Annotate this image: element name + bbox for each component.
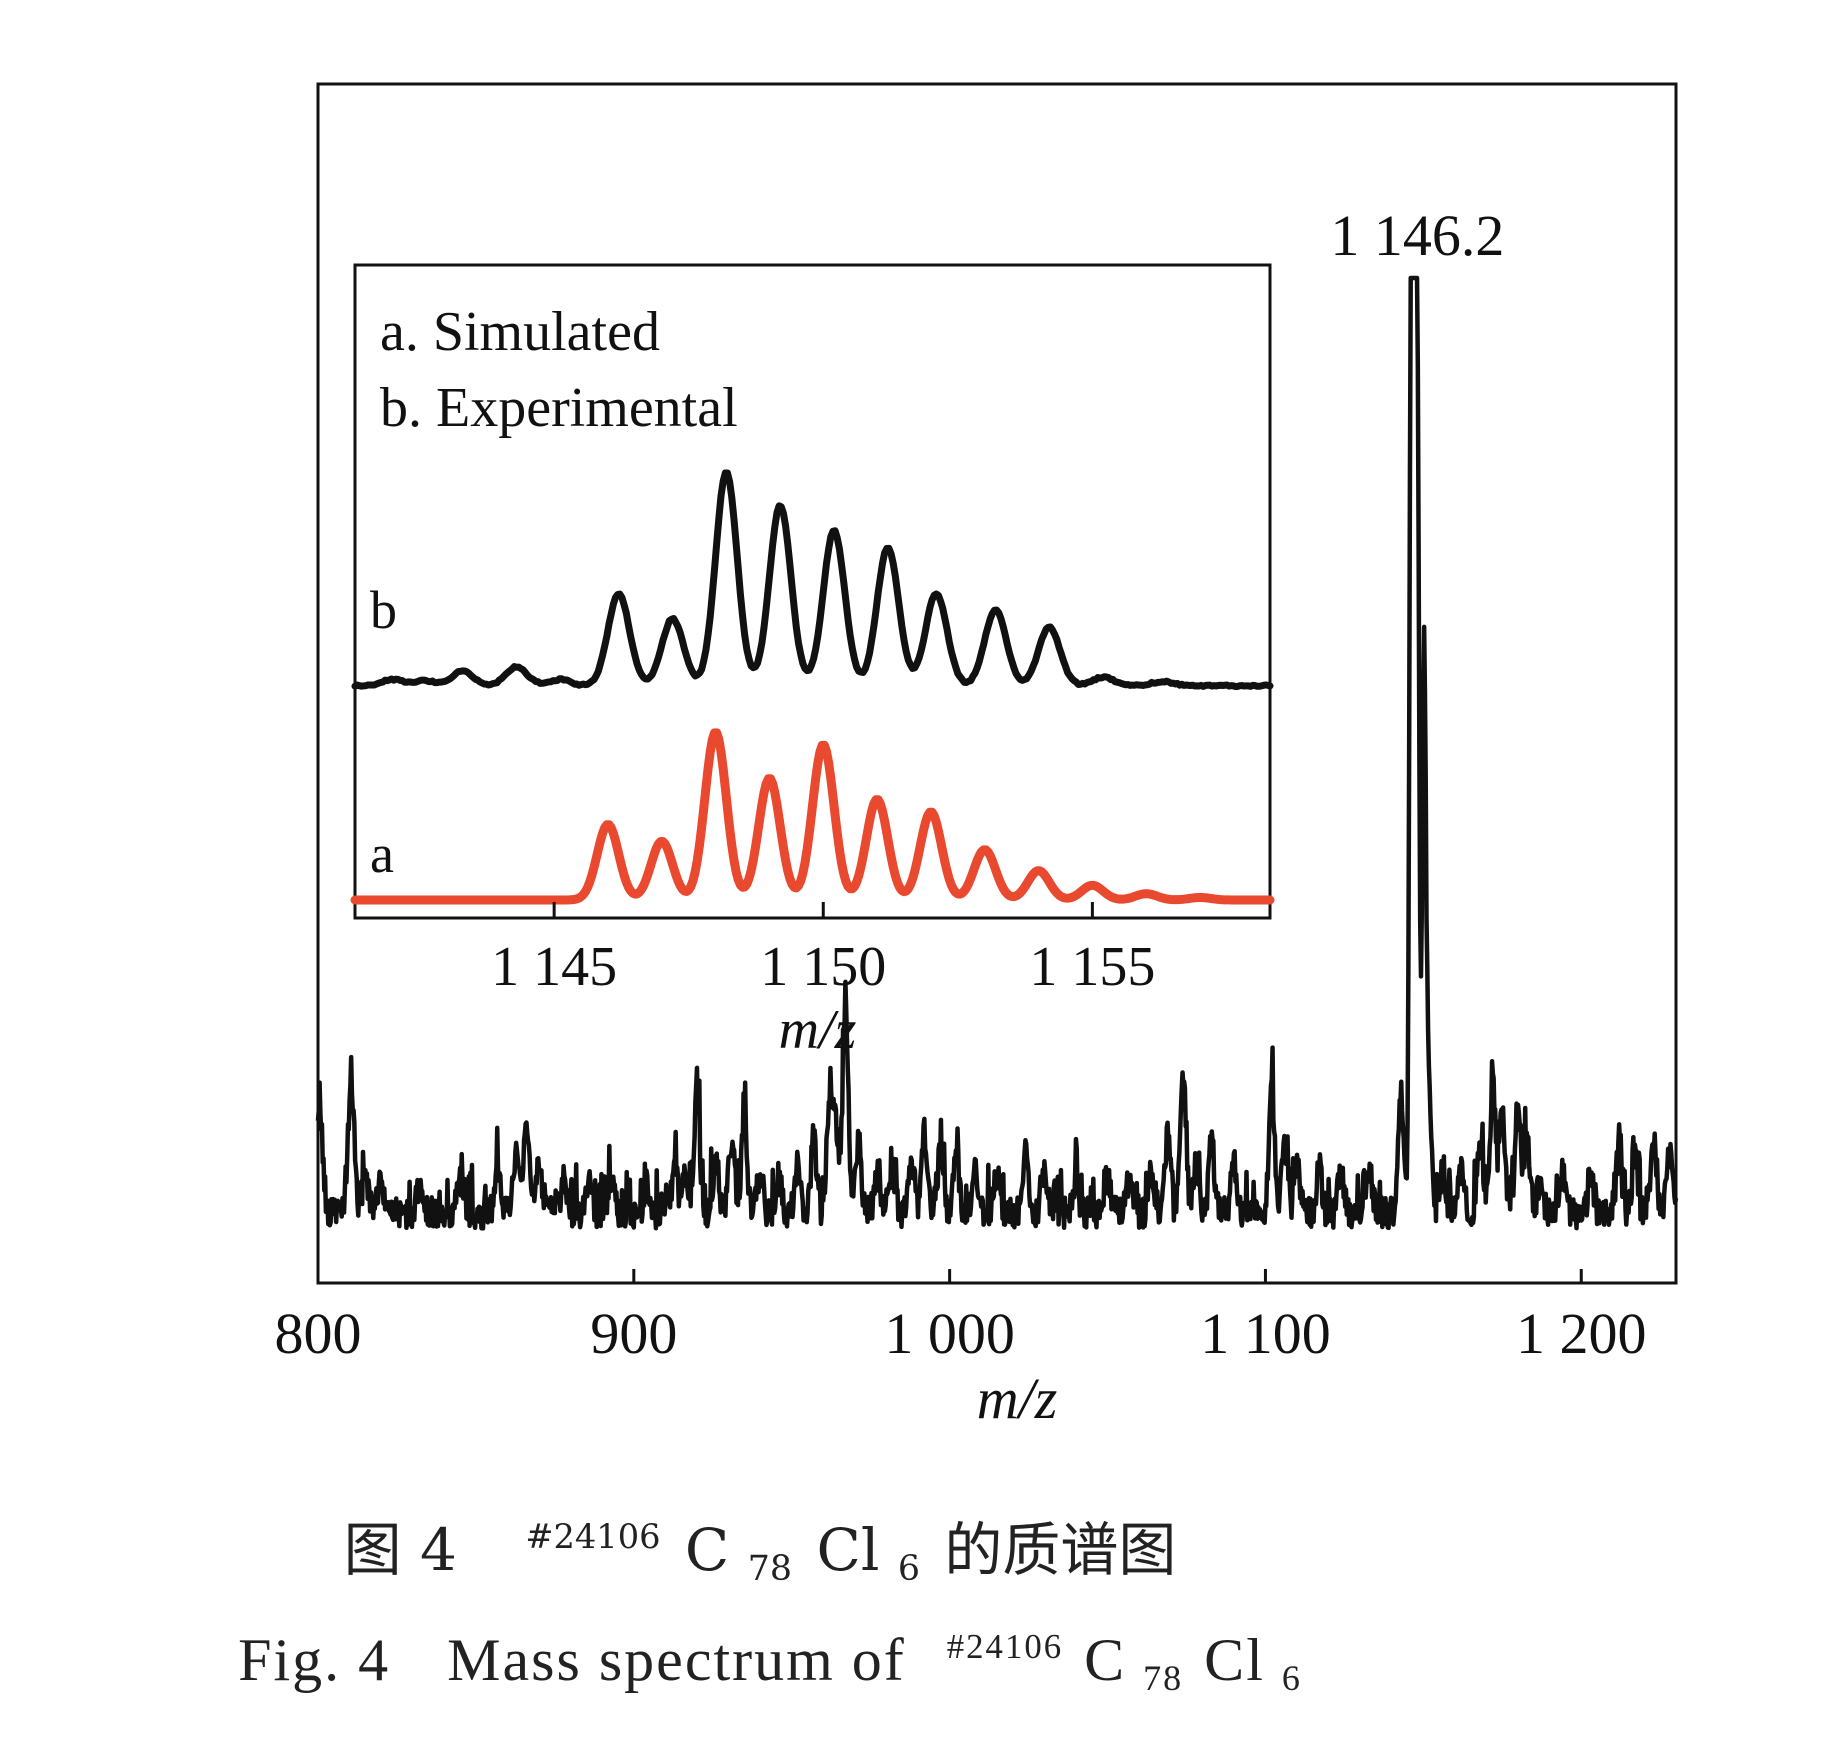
caption-zh-formula-c: C (685, 1516, 729, 1584)
inset-x-tick-label: 1 150 (760, 936, 886, 998)
main-x-tick-label: 800 (275, 1301, 362, 1366)
caption-en-formula-c: C (1084, 1627, 1126, 1693)
caption-en-formula-cl-sub: 6 (1282, 1658, 1302, 1698)
caption-zh-formula-cl: Cl (816, 1516, 879, 1584)
inset-chart: a b a. Simulated b. Experimental 1 145 1 150 1… (350, 263, 1275, 1061)
inset-simulated-line (350, 728, 1275, 905)
main-plot-frame (316, 82, 1678, 1285)
inset-x-tick-label: 1 145 (491, 936, 617, 998)
main-x-axis-label: m/z (977, 1366, 1058, 1431)
inset-x-axis-label: m/z (779, 999, 857, 1061)
main-spectrum-line (315, 275, 1679, 1231)
inset-series-label-a: a (370, 824, 394, 884)
inset-series-label-b: b (370, 580, 397, 640)
inset-experimental-line (351, 469, 1274, 691)
main-x-tick-label: 1 100 (1200, 1301, 1331, 1366)
inset-legend-line: b. Experimental (380, 377, 738, 439)
caption-zh-suffix: 的质谱图 (944, 1516, 1176, 1584)
inset-legend-line: a. Simulated (380, 301, 660, 363)
caption-en-text: Mass spectrum of (447, 1627, 906, 1693)
main-x-tick-label: 900 (590, 1301, 677, 1366)
caption-en-formula-cl: Cl (1204, 1627, 1265, 1693)
main-peak-annotation: 1 146.2 (1330, 203, 1504, 268)
caption-en-formula-c-sub: 78 (1143, 1658, 1183, 1698)
main-x-tick-label: 1 000 (884, 1301, 1015, 1366)
main-chart: 800 900 1 000 1 100 1 200 m/z 1 146.2 (275, 82, 1679, 1431)
caption-en-superscript: #24106 (947, 1627, 1063, 1666)
caption-zh-prefix: 图 4 (344, 1516, 457, 1584)
caption-chinese: 图 4 #24106 C 78 Cl 6 的质谱图 (344, 1494, 1177, 1594)
caption-zh-formula-c-sub: 78 (748, 1549, 792, 1589)
inset-x-tick-label: 1 155 (1029, 936, 1155, 998)
main-x-tick-label: 1 200 (1516, 1301, 1647, 1366)
caption-zh-superscript: #24106 (525, 1517, 660, 1556)
caption-english: Fig. 4 Mass spectrum of #24106 C 78 Cl 6 (238, 1605, 1302, 1703)
caption-zh-formula-cl-sub: 6 (898, 1549, 920, 1589)
caption-en-prefix: Fig. 4 (238, 1627, 390, 1693)
